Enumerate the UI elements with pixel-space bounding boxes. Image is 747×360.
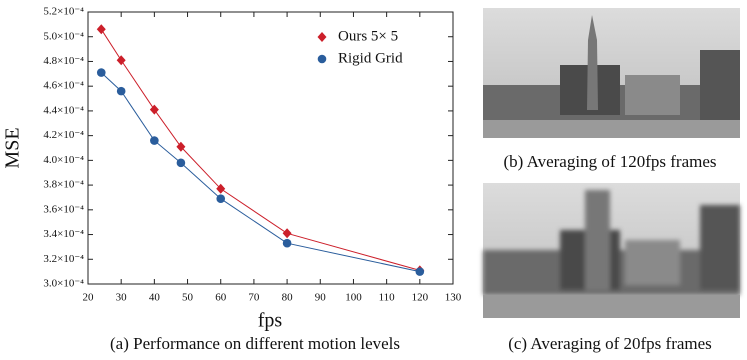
x-tick-label: 130: [445, 292, 462, 304]
x-tick-label: 30: [116, 292, 128, 304]
x-tick-label: 50: [182, 292, 194, 304]
x-axis-label: fps: [258, 310, 283, 332]
marker: [116, 86, 126, 96]
image-caption: (b) Averaging of 120fps frames: [503, 152, 716, 171]
x-tick-label: 100: [345, 292, 362, 304]
photo-sharp: [483, 8, 740, 138]
y-tick-label: 5.2×10⁻⁴: [43, 6, 84, 18]
y-tick-label: 3.4×10⁻⁴: [43, 228, 84, 240]
marker: [150, 136, 159, 145]
y-tick-label: 3.8×10⁻⁴: [43, 179, 84, 191]
marker: [96, 68, 106, 77]
marker: [149, 104, 159, 115]
y-tick-label: 5.0×10⁻⁴: [43, 30, 84, 42]
plot-frame: [87, 11, 454, 285]
image-caption: (c) Averaging of 20fps frames: [508, 334, 712, 353]
marker: [176, 158, 186, 168]
y-tick-label: 4.8×10⁻⁴: [43, 55, 84, 67]
marker: [317, 32, 327, 42]
y-tick-label: 4.4×10⁻⁴: [43, 104, 84, 116]
y-tick-label: 3.2×10⁻⁴: [43, 253, 84, 265]
x-tick-label: 20: [83, 292, 95, 304]
marker: [216, 194, 226, 203]
photo-blurred: [483, 183, 740, 318]
y-tick-label: 4.6×10⁻⁴: [43, 80, 84, 92]
marker: [216, 183, 226, 194]
x-tick-label: 90: [315, 292, 327, 304]
x-tick-label: 40: [149, 292, 161, 304]
x-tick-label: 110: [379, 292, 396, 304]
marker: [317, 54, 327, 64]
x-tick-label: 70: [248, 292, 260, 304]
marker: [176, 141, 186, 152]
y-axis-label: MSE: [2, 127, 24, 168]
y-tick-label: 4.0×10⁻⁴: [43, 154, 84, 166]
x-tick-label: 80: [282, 292, 294, 304]
legend-label: Ours 5× 5: [338, 28, 398, 44]
chart-caption: (a) Performance on different motion leve…: [110, 334, 400, 353]
y-tick-label: 3.0×10⁻⁴: [43, 278, 84, 290]
y-tick-label: 4.2×10⁻⁴: [43, 129, 84, 141]
marker: [116, 55, 126, 66]
x-tick-label: 60: [215, 292, 227, 304]
x-tick-label: 120: [412, 292, 429, 304]
marker: [96, 24, 106, 35]
legend-label: Rigid Grid: [338, 50, 403, 66]
marker: [415, 267, 425, 276]
marker: [282, 228, 292, 239]
marker: [282, 238, 292, 248]
y-tick-label: 3.6×10⁻⁴: [43, 203, 84, 215]
